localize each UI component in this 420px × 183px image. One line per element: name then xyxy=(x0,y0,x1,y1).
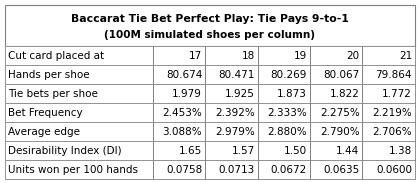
Bar xyxy=(257,46,310,65)
Text: 2.880%: 2.880% xyxy=(268,127,307,137)
Text: 2.979%: 2.979% xyxy=(215,127,255,137)
Text: Baccarat Tie Bet Perfect Play: Tie Pays 9-to-1: Baccarat Tie Bet Perfect Play: Tie Pays … xyxy=(71,14,349,24)
Text: 0.0758: 0.0758 xyxy=(166,165,202,175)
Bar xyxy=(257,160,310,179)
Bar xyxy=(5,103,415,122)
Text: 0.0672: 0.0672 xyxy=(271,165,307,175)
Bar xyxy=(5,122,152,141)
Text: 79.864: 79.864 xyxy=(375,70,412,80)
Bar xyxy=(5,46,415,65)
Text: 1.65: 1.65 xyxy=(179,146,202,156)
Text: 1.57: 1.57 xyxy=(231,146,255,156)
Text: 1.44: 1.44 xyxy=(336,146,360,156)
Text: 1.873: 1.873 xyxy=(277,89,307,99)
Bar xyxy=(205,122,257,141)
Bar xyxy=(310,84,362,103)
Text: 3.088%: 3.088% xyxy=(163,127,202,137)
Bar xyxy=(310,46,362,65)
Bar xyxy=(362,46,415,65)
Text: 2.275%: 2.275% xyxy=(320,108,360,118)
Bar xyxy=(310,122,362,141)
Bar xyxy=(152,141,205,160)
Bar xyxy=(362,65,415,84)
Bar xyxy=(152,122,205,141)
Bar xyxy=(5,160,415,179)
Text: 2.392%: 2.392% xyxy=(215,108,255,118)
Bar xyxy=(205,46,257,65)
Bar xyxy=(257,65,310,84)
Text: 1.772: 1.772 xyxy=(382,89,412,99)
Text: 80.471: 80.471 xyxy=(218,70,255,80)
Text: 1.925: 1.925 xyxy=(225,89,255,99)
Text: 19: 19 xyxy=(294,51,307,61)
Text: Desirability Index (DI): Desirability Index (DI) xyxy=(8,146,122,156)
Text: Bet Frequency: Bet Frequency xyxy=(8,108,83,118)
Text: 0.0600: 0.0600 xyxy=(376,165,412,175)
Bar xyxy=(5,84,152,103)
Bar xyxy=(257,84,310,103)
Bar xyxy=(362,160,415,179)
Bar xyxy=(205,65,257,84)
Bar xyxy=(310,65,362,84)
Bar xyxy=(362,122,415,141)
Bar xyxy=(5,122,415,141)
Text: 2.333%: 2.333% xyxy=(268,108,307,118)
Text: 2.219%: 2.219% xyxy=(372,108,412,118)
Bar xyxy=(310,141,362,160)
Text: Average edge: Average edge xyxy=(8,127,80,137)
Bar xyxy=(5,141,415,160)
Text: 0.0635: 0.0635 xyxy=(323,165,360,175)
Bar xyxy=(5,46,152,65)
Bar xyxy=(362,84,415,103)
Text: Tie bets per shoe: Tie bets per shoe xyxy=(8,89,98,99)
Bar xyxy=(5,65,415,84)
Bar xyxy=(257,141,310,160)
Bar xyxy=(362,141,415,160)
Bar xyxy=(5,84,415,103)
Bar xyxy=(5,103,152,122)
Bar xyxy=(310,160,362,179)
Bar xyxy=(5,160,152,179)
Bar xyxy=(205,84,257,103)
Bar xyxy=(257,103,310,122)
Text: 0.0713: 0.0713 xyxy=(218,165,255,175)
Text: 1.822: 1.822 xyxy=(330,89,360,99)
Text: 18: 18 xyxy=(241,51,255,61)
Bar xyxy=(5,65,152,84)
Text: 2.706%: 2.706% xyxy=(373,127,412,137)
Bar xyxy=(152,103,205,122)
Text: 1.50: 1.50 xyxy=(284,146,307,156)
Text: 80.269: 80.269 xyxy=(271,70,307,80)
Bar xyxy=(257,122,310,141)
Text: 80.067: 80.067 xyxy=(323,70,360,80)
Text: 2.453%: 2.453% xyxy=(163,108,202,118)
Text: 80.674: 80.674 xyxy=(166,70,202,80)
Text: 20: 20 xyxy=(346,51,360,61)
Text: 2.790%: 2.790% xyxy=(320,127,360,137)
Text: 1.38: 1.38 xyxy=(389,146,412,156)
Text: 17: 17 xyxy=(189,51,202,61)
Bar xyxy=(152,160,205,179)
Bar xyxy=(152,65,205,84)
Bar xyxy=(205,141,257,160)
Bar xyxy=(362,103,415,122)
Bar xyxy=(152,84,205,103)
Bar xyxy=(310,103,362,122)
Text: Units won per 100 hands: Units won per 100 hands xyxy=(8,165,138,175)
Text: Cut card placed at: Cut card placed at xyxy=(8,51,104,61)
Bar xyxy=(5,141,152,160)
Text: 1.979: 1.979 xyxy=(172,89,202,99)
Bar xyxy=(205,160,257,179)
Bar xyxy=(5,5,415,46)
Text: 21: 21 xyxy=(399,51,412,61)
Text: (100M simulated shoes per column): (100M simulated shoes per column) xyxy=(105,30,315,40)
Bar xyxy=(152,46,205,65)
Bar xyxy=(205,103,257,122)
Text: Hands per shoe: Hands per shoe xyxy=(8,70,89,80)
